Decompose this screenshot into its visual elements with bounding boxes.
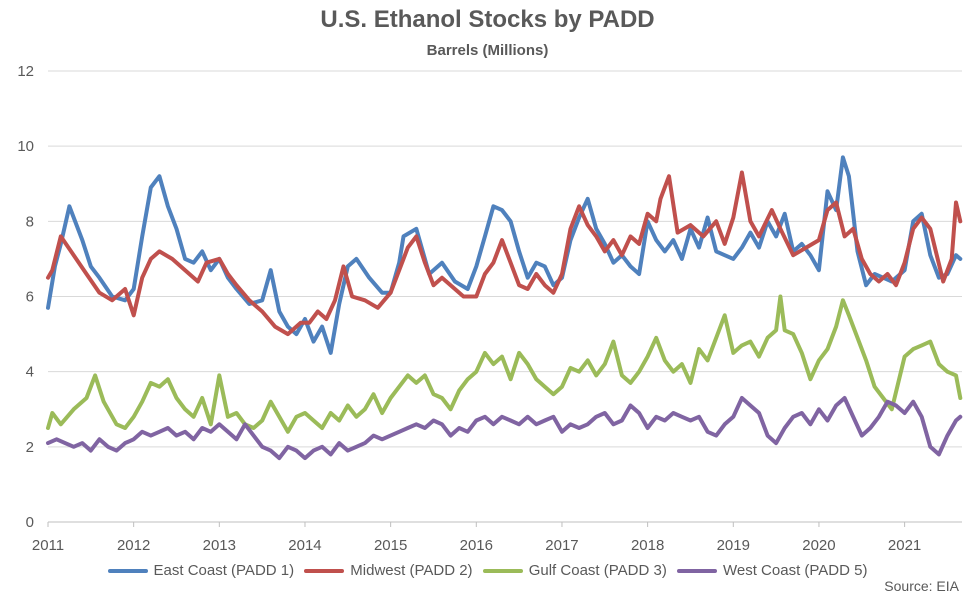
legend-item-midwest: Midwest (PADD 2) [304, 562, 473, 579]
legend-label-gulf-coast: Gulf Coast (PADD 3) [528, 562, 667, 579]
legend-swatch-east-coast [107, 569, 148, 574]
series-lines [46, 155, 963, 461]
legend-swatch-gulf-coast [482, 569, 523, 574]
x-tick-label: 2014 [288, 537, 321, 554]
x-tick-label: 2017 [545, 537, 578, 554]
x-axis-ticks: 2011 2012 2013 2014 2015 2016 2017 2018 2019 2020… [32, 522, 921, 554]
x-tick-label: 2011 [32, 537, 64, 554]
x-tick-label: 2020 [802, 537, 835, 554]
legend-item-west-coast: West Coast (PADD 5) [676, 562, 868, 579]
x-tick-label: 2013 [203, 537, 236, 554]
y-tick-label: 10 [17, 138, 34, 155]
legend-swatch-midwest [304, 569, 345, 574]
gridlines [48, 70, 962, 523]
series-line-gulf-coast-padd-3 [46, 294, 963, 434]
y-tick-label: 12 [17, 63, 34, 80]
x-tick-label: 2018 [631, 537, 664, 554]
y-tick-label: 4 [26, 364, 34, 381]
chart-title: U.S. Ethanol Stocks by PADD [320, 6, 655, 33]
y-tick-label: 6 [26, 289, 34, 306]
legend-label-east-coast: East Coast (PADD 1) [153, 562, 295, 579]
x-tick-label: 2012 [117, 537, 150, 554]
chart-subtitle: Barrels (Millions) [426, 42, 549, 59]
y-axis-ticks: 0 2 4 6 8 10 12 [17, 63, 34, 531]
legend-label-west-coast: West Coast (PADD 5) [722, 562, 868, 579]
series-line-west-coast-padd-5 [46, 396, 963, 461]
x-tick-label: 2019 [717, 537, 750, 554]
y-tick-label: 8 [26, 213, 34, 230]
legend: East Coast (PADD 1) Midwest (PADD 2) Gul… [0, 562, 975, 579]
legend-label-midwest: Midwest (PADD 2) [350, 562, 473, 579]
legend-swatch-west-coast [676, 569, 717, 574]
legend-item-east-coast: East Coast (PADD 1) [107, 562, 295, 579]
source-note: Source: EIA [884, 578, 959, 594]
series-line-east-coast-padd-1 [46, 155, 963, 355]
x-tick-label: 2016 [460, 537, 493, 554]
x-tick-label: 2015 [374, 537, 407, 554]
x-tick-label: 2021 [888, 537, 921, 554]
y-tick-label: 0 [26, 514, 34, 531]
y-tick-label: 2 [26, 439, 34, 456]
series-line-midwest-padd-2 [46, 170, 963, 337]
legend-item-gulf-coast: Gulf Coast (PADD 3) [482, 562, 667, 579]
